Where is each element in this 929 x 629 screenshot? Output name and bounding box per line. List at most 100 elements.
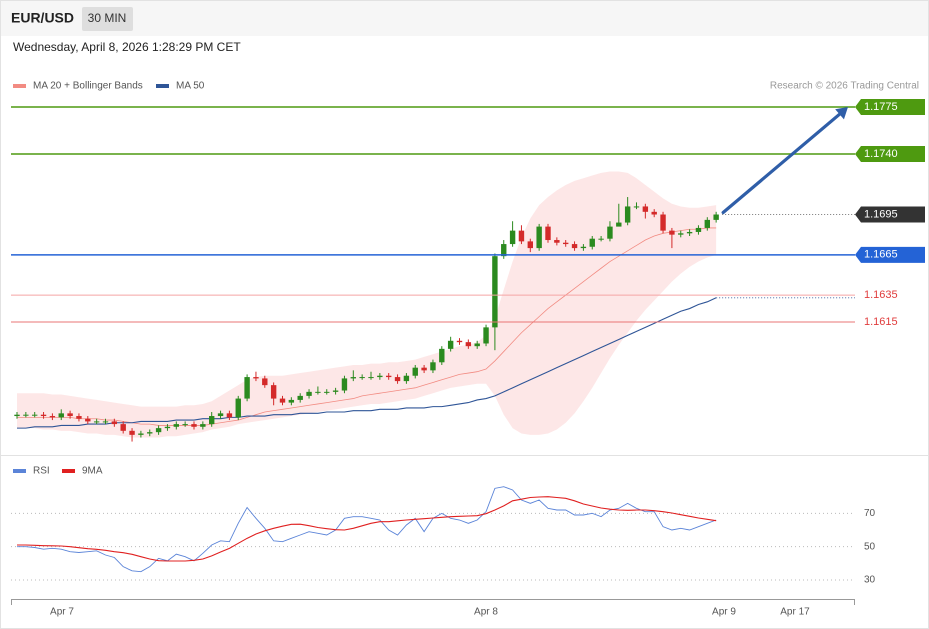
y-tick-label: 50 — [864, 541, 876, 552]
candle-body — [527, 241, 533, 249]
candle-body — [642, 206, 649, 212]
level-tag — [855, 99, 925, 116]
candle-body — [704, 219, 710, 228]
candle-body — [483, 327, 489, 344]
level-label: 1.1775 — [864, 101, 898, 113]
candle-body — [49, 416, 56, 418]
level-tag — [855, 246, 925, 263]
timeframe[interactable]: 30 MIN — [88, 11, 127, 25]
candle-body — [288, 399, 295, 403]
x-tick-label: Apr 7 — [50, 607, 74, 618]
rsi-panel: 70 50 30 RSI 9MA Apr 7 Apr 8 Apr 9 Apr 17 — [11, 466, 876, 618]
candle-body — [235, 398, 241, 418]
candle-body — [332, 390, 339, 392]
legend-label: 9MA — [82, 466, 103, 477]
candle-body — [244, 377, 250, 399]
candle-body — [554, 240, 560, 243]
y-tick-label: 70 — [864, 508, 876, 519]
candle-body — [377, 375, 383, 378]
level-label: 1.1665 — [864, 249, 898, 261]
candle-body — [465, 342, 472, 347]
candle-body — [155, 428, 162, 433]
candle-body — [571, 244, 578, 249]
candle-body — [607, 226, 613, 239]
candle-body — [226, 413, 233, 418]
legend-label: MA 20 + Bollinger Bands — [33, 81, 143, 92]
series-line — [17, 496, 717, 562]
candle-body — [456, 340, 463, 343]
candle-body — [182, 424, 188, 426]
candle-body — [67, 413, 73, 417]
candle-body — [474, 343, 480, 347]
series-line — [17, 486, 717, 573]
candle-body — [129, 430, 135, 435]
candle-body — [678, 233, 684, 235]
candle-body — [589, 238, 595, 247]
candle-body — [40, 414, 47, 417]
candle-body — [616, 222, 622, 227]
candle-body — [359, 377, 365, 379]
candle-body — [200, 424, 206, 427]
candle-body — [14, 414, 20, 417]
candle-body — [350, 377, 356, 379]
candle-body — [509, 230, 516, 245]
candle-body — [120, 424, 126, 431]
candle-body — [439, 348, 445, 363]
candle-body — [430, 362, 436, 371]
candle-body — [270, 385, 277, 399]
level-label: 1.1740 — [864, 148, 898, 160]
timeframe-chip[interactable] — [82, 7, 133, 31]
level-label: 1.1695 — [864, 208, 898, 220]
candle-body — [394, 377, 401, 382]
header-bar — [1, 1, 928, 36]
candle-body — [713, 214, 719, 220]
candle-body — [279, 398, 286, 403]
candle-body — [421, 367, 427, 371]
candle-body — [412, 367, 418, 376]
legend-swatch — [156, 84, 169, 88]
candle-body — [686, 231, 693, 234]
candle-body — [447, 340, 454, 349]
candle-body — [209, 416, 215, 425]
x-tick-label: Apr 17 — [780, 607, 810, 618]
candle-body — [368, 377, 374, 379]
legend-swatch — [13, 469, 26, 473]
candle-body — [660, 214, 666, 231]
legend-swatch — [62, 469, 75, 473]
candle-body — [147, 432, 153, 434]
level-label: 1.1615 — [864, 316, 898, 328]
candle-body — [23, 414, 29, 416]
candle-body — [315, 391, 321, 393]
candle-body — [102, 421, 109, 423]
level-label: 1.1635 — [864, 289, 898, 301]
legend-label: MA 50 — [176, 81, 205, 92]
candle-body — [695, 227, 702, 232]
candle-body — [669, 230, 675, 235]
projection-arrow — [721, 109, 846, 215]
candle-body — [85, 418, 91, 422]
symbol: EUR/USD — [11, 10, 74, 26]
candle-body — [306, 391, 312, 396]
candle-body — [403, 375, 410, 382]
level-tag — [855, 206, 925, 223]
candle-body — [138, 433, 144, 435]
candle-body — [253, 377, 259, 379]
candle-body — [32, 414, 38, 416]
price-panel: MA 20 + Bollinger Bands MA 50 1.1775 1.1740… — [11, 81, 925, 442]
legend-swatch — [13, 84, 26, 88]
candle-body — [173, 424, 179, 427]
x-tick-label: Apr 8 — [474, 607, 498, 618]
projection-arrowhead — [835, 107, 848, 120]
level-tag — [855, 146, 925, 163]
candle-body — [651, 211, 657, 215]
candle-body — [191, 424, 197, 427]
candle-body — [58, 413, 64, 418]
candle-body — [262, 378, 268, 386]
candle-body — [341, 378, 348, 391]
candle-body — [518, 230, 525, 242]
y-tick-label: 30 — [864, 575, 876, 586]
candle-body — [386, 375, 392, 378]
